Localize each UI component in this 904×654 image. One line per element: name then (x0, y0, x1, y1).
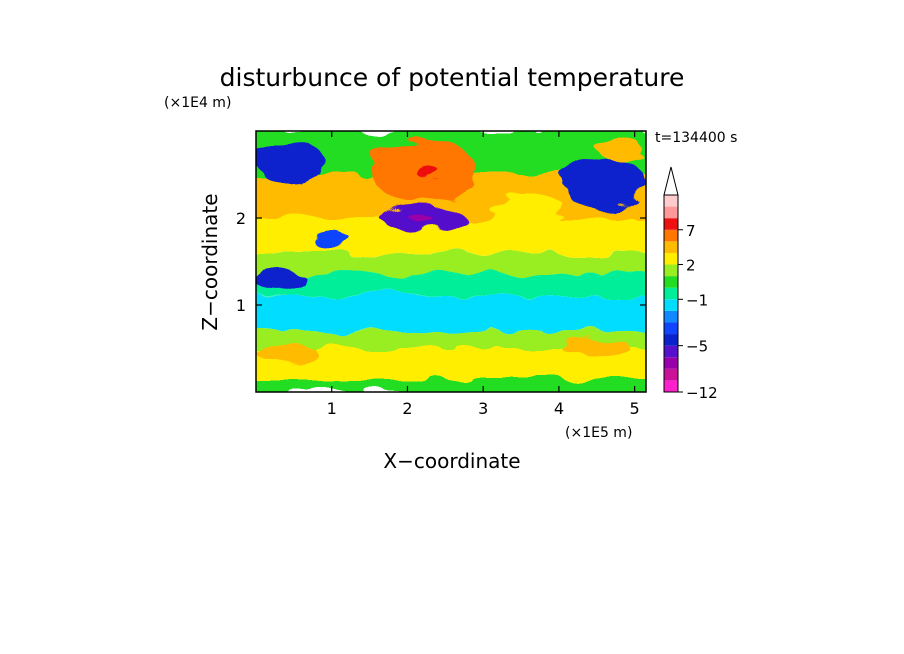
plot-frame (255, 130, 647, 393)
colorbar-swatch (664, 276, 678, 288)
contour-feature (490, 196, 567, 223)
colorbar-swatch (664, 310, 678, 323)
x-axis: 1 2 3 4 5 (327, 131, 640, 418)
contour-feature (418, 167, 442, 182)
colorbar-swatch (664, 229, 678, 242)
x-tick-label: 5 (630, 399, 640, 418)
colorbar-swatch (664, 264, 678, 277)
colorbar-swatch (664, 345, 678, 358)
y-tick-label: 1 (236, 296, 246, 315)
contour-feature (256, 268, 306, 290)
colorbar-swatch (664, 299, 678, 311)
contour-band (256, 296, 646, 332)
x-tick-label: 2 (402, 399, 412, 418)
y-axis: 12 (236, 209, 646, 315)
colorbar-swatch (664, 368, 678, 381)
contour-field (256, 131, 646, 392)
colorbar-swatch (664, 195, 678, 207)
contour-band (256, 378, 646, 392)
colorbar-swatch (664, 241, 678, 253)
contour-band (256, 331, 646, 349)
colorbar-swatch (664, 252, 678, 265)
contour-feature (562, 157, 646, 210)
colorbar-swatch (664, 206, 678, 219)
colorbar-swatch (664, 380, 678, 392)
colorbar-extend-arrow (663, 166, 679, 196)
x-tick-label: 4 (554, 399, 564, 418)
contour-feature (256, 342, 317, 364)
contour-band (256, 252, 646, 275)
contour-feature (411, 215, 434, 225)
x-tick-label: 3 (478, 399, 488, 418)
colorbar-tick-label: 2 (686, 257, 696, 275)
colorbar-tick-label: −12 (686, 384, 718, 402)
contour-feature (256, 139, 325, 184)
colorbar-tick-label: 7 (686, 222, 696, 240)
x-unit-label: (×1E5 m) (565, 425, 632, 441)
colorbar-swatch (664, 287, 678, 300)
contour-band (256, 274, 646, 297)
colorbar-tick-label: −1 (686, 291, 708, 309)
y-tick-label: 2 (236, 209, 246, 228)
colorbar: −12−5−127 (663, 166, 718, 402)
colorbar-swatch (664, 334, 678, 346)
x-tick-label: 1 (327, 399, 337, 418)
contour-feature (562, 338, 631, 359)
y-axis-label: Z−coordinate (198, 193, 222, 330)
colorbar-tick-label: −5 (686, 338, 708, 356)
colorbar-swatch (664, 357, 678, 369)
time-label: t=134400 s (655, 130, 737, 146)
colorbar-swatch (664, 218, 678, 230)
y-unit-label: (×1E4 m) (164, 95, 231, 111)
colorbar-swatch (664, 322, 678, 335)
contour-feature (312, 231, 351, 249)
contour-feature (596, 137, 643, 159)
x-axis-label: X−coordinate (383, 449, 520, 473)
chart-title: disturbunce of potential temperature (220, 63, 685, 92)
